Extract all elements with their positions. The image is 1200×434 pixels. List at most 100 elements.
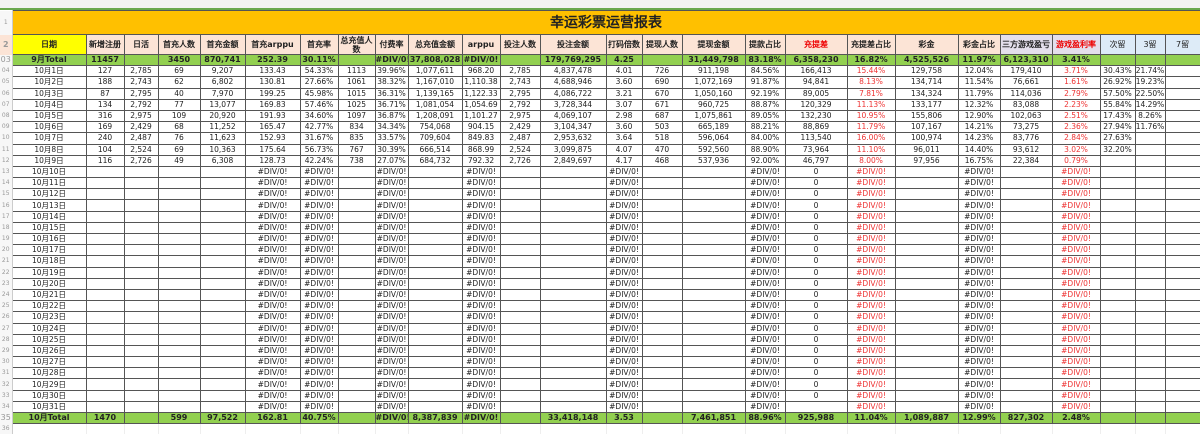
data-cell[interactable]: #DIV/0!	[1051, 165, 1101, 179]
data-cell[interactable]	[539, 277, 607, 290]
data-cell[interactable]	[499, 188, 541, 201]
data-cell[interactable]	[1099, 344, 1136, 358]
data-cell[interactable]	[1099, 255, 1136, 268]
data-cell[interactable]	[1134, 177, 1166, 190]
data-cell[interactable]	[85, 367, 125, 380]
data-cell[interactable]	[999, 344, 1053, 358]
data-cell[interactable]	[681, 232, 746, 246]
data-cell[interactable]: #DIV/0!	[744, 221, 786, 235]
data-cell[interactable]	[1099, 188, 1136, 201]
data-cell[interactable]	[337, 389, 376, 402]
data-cell[interactable]	[499, 378, 541, 391]
data-cell[interactable]	[157, 367, 201, 380]
data-cell[interactable]: 165.47	[244, 121, 301, 134]
data-cell[interactable]	[199, 277, 246, 290]
data-cell[interactable]: 4.01	[605, 65, 643, 78]
data-cell[interactable]	[337, 221, 376, 235]
data-cell[interactable]	[337, 344, 376, 358]
data-cell[interactable]: #DIV/0!	[461, 221, 501, 235]
data-cell[interactable]	[894, 165, 959, 179]
data-cell[interactable]: #DIV/0!	[744, 188, 786, 201]
data-cell[interactable]	[337, 277, 376, 290]
data-cell[interactable]	[1099, 177, 1136, 190]
data-cell[interactable]	[894, 356, 959, 369]
data-cell[interactable]	[1164, 143, 1200, 156]
data-cell[interactable]	[784, 400, 848, 414]
data-cell[interactable]	[681, 266, 746, 279]
data-cell[interactable]	[999, 266, 1053, 279]
data-cell[interactable]: 133.43	[244, 65, 301, 78]
data-cell[interactable]	[199, 322, 246, 335]
date-cell[interactable]: 10月6日	[11, 121, 87, 134]
data-cell[interactable]	[499, 255, 541, 268]
data-cell[interactable]: 968.20	[461, 65, 501, 78]
data-cell[interactable]: 0	[784, 367, 848, 380]
data-cell[interactable]: 31.67%	[299, 132, 339, 145]
data-cell[interactable]: #DIV/0!	[1051, 255, 1101, 268]
date-cell[interactable]: 10月1日	[11, 65, 87, 78]
data-cell[interactable]	[157, 199, 201, 212]
data-cell[interactable]	[681, 244, 746, 257]
data-cell[interactable]: 9,207	[199, 65, 246, 78]
data-cell[interactable]: #DIV/0!	[299, 400, 339, 414]
data-cell[interactable]: #DIV/0!	[244, 311, 301, 324]
data-cell[interactable]: 3.53	[605, 411, 643, 425]
data-cell[interactable]: 3.60	[605, 76, 643, 89]
data-cell[interactable]	[407, 400, 463, 414]
date-cell[interactable]: 10月13日	[11, 199, 87, 212]
data-cell[interactable]	[1099, 411, 1136, 425]
data-cell[interactable]: #DIV/0!	[244, 400, 301, 414]
data-cell[interactable]	[1164, 87, 1200, 100]
data-cell[interactable]: #DIV/0!	[744, 232, 786, 246]
data-cell[interactable]: #DIV/0!	[461, 266, 501, 279]
data-cell[interactable]: 2,743	[123, 76, 159, 89]
report-title[interactable]: 幸运彩票运营报表	[11, 10, 1200, 35]
data-cell[interactable]: #DIV/0!	[374, 255, 409, 268]
data-cell[interactable]: 89.05%	[744, 109, 786, 123]
data-cell[interactable]: #DIV/0!	[244, 199, 301, 212]
data-cell[interactable]: #DIV/0!	[744, 322, 786, 335]
data-cell[interactable]: 1015	[337, 87, 376, 100]
data-cell[interactable]	[157, 300, 201, 313]
data-cell[interactable]: 849.83	[461, 132, 501, 145]
data-cell[interactable]: 8.00%	[846, 154, 896, 167]
data-cell[interactable]	[199, 165, 246, 179]
date-cell[interactable]: 10月10日	[11, 165, 87, 179]
data-cell[interactable]: 2,795	[499, 87, 541, 100]
data-cell[interactable]	[999, 400, 1053, 414]
date-cell[interactable]: 10月18日	[11, 255, 87, 268]
date-cell[interactable]: 10月14日	[11, 210, 87, 223]
data-cell[interactable]: #DIV/0!	[744, 356, 786, 369]
data-cell[interactable]	[641, 411, 683, 425]
data-cell[interactable]	[641, 199, 683, 212]
data-cell[interactable]	[123, 344, 159, 358]
column-header[interactable]: 游戏盈利率	[1051, 34, 1101, 55]
data-cell[interactable]	[1164, 311, 1200, 324]
data-cell[interactable]: 83.18%	[744, 53, 786, 67]
column-header[interactable]: 彩金	[894, 34, 959, 55]
data-cell[interactable]: 1,110.38	[461, 76, 501, 89]
data-cell[interactable]: #DIV/0!	[244, 266, 301, 279]
data-cell[interactable]	[499, 244, 541, 257]
data-cell[interactable]: 93,612	[999, 143, 1053, 156]
data-cell[interactable]	[337, 311, 376, 324]
data-cell[interactable]	[1164, 300, 1200, 313]
data-cell[interactable]: 188	[85, 76, 125, 89]
data-cell[interactable]: 199.25	[244, 87, 301, 100]
data-cell[interactable]: #DIV/0!	[957, 177, 1001, 190]
data-cell[interactable]: 107,167	[894, 121, 959, 134]
data-cell[interactable]	[407, 221, 463, 235]
data-cell[interactable]	[157, 378, 201, 391]
data-cell[interactable]	[1134, 333, 1166, 346]
data-cell[interactable]	[337, 288, 376, 302]
data-cell[interactable]	[337, 322, 376, 335]
data-cell[interactable]	[641, 221, 683, 235]
date-cell[interactable]: 10月21日	[11, 288, 87, 302]
data-cell[interactable]: 911,198	[681, 65, 746, 78]
data-cell[interactable]: #DIV/0!	[374, 244, 409, 257]
data-cell[interactable]: #DIV/0!	[461, 188, 501, 201]
data-cell[interactable]	[1099, 53, 1136, 67]
data-cell[interactable]	[641, 288, 683, 302]
data-cell[interactable]	[539, 165, 607, 179]
data-cell[interactable]: 162.81	[244, 411, 301, 425]
